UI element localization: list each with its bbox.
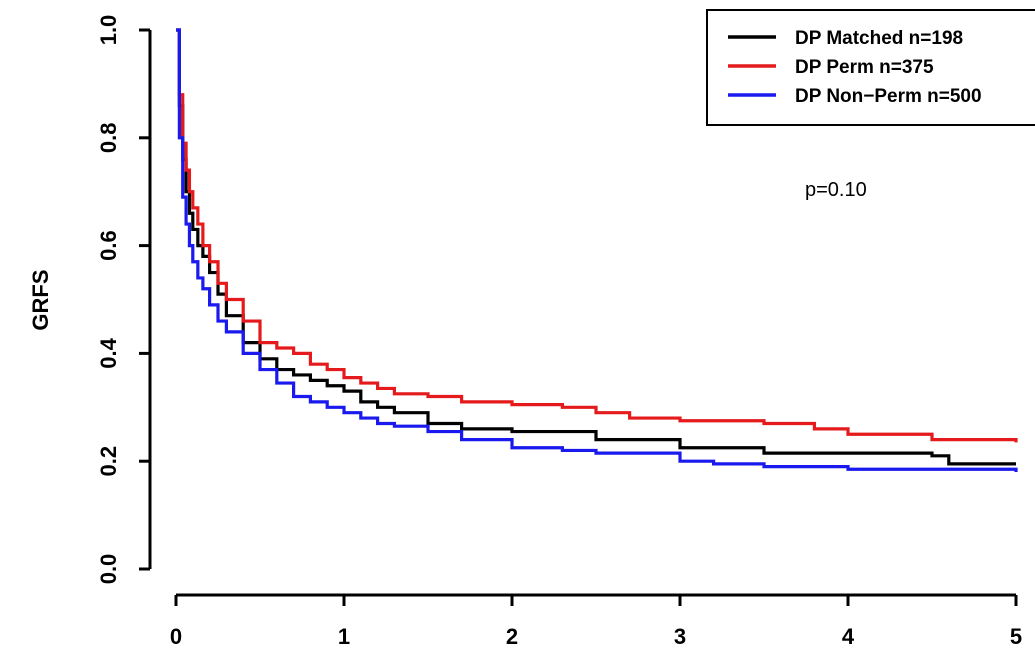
y-axis-title: GRFS [28, 269, 53, 330]
x-tick-label: 0 [170, 624, 182, 649]
y-tick-label: 0.4 [96, 337, 121, 368]
x-tick-label: 2 [506, 624, 518, 649]
y-tick-label: 1.0 [96, 15, 121, 46]
y-tick-label: 0.8 [96, 123, 121, 154]
legend: DP Matched n=198 DP Perm n=375 DP Non−Perm… [706, 9, 1035, 126]
x-tick-label: 5 [1010, 624, 1022, 649]
p-value-annotation: p=0.10 [805, 179, 867, 201]
y-tick-label: 0.2 [96, 446, 121, 477]
legend-label: DP Non−Perm n=500 [795, 86, 982, 107]
y-tick-label: 0.6 [96, 230, 121, 261]
x-tick-label: 3 [674, 624, 686, 649]
axes: 0 1 2 3 4 5 0.0 0.2 0.4 0.6 0.8 1.0 [96, 15, 1022, 649]
series-line-2 [176, 28, 1018, 443]
series-line-1 [176, 28, 1016, 466]
plot-lines [176, 28, 1018, 472]
legend-label: DP Matched n=198 [795, 28, 963, 49]
x-tick-label: 4 [842, 624, 855, 649]
x-tick-label: 1 [338, 624, 350, 649]
legend-label: DP Perm n=375 [795, 57, 934, 78]
series-line-3 [176, 28, 1018, 472]
y-tick-label: 0.0 [96, 554, 121, 585]
